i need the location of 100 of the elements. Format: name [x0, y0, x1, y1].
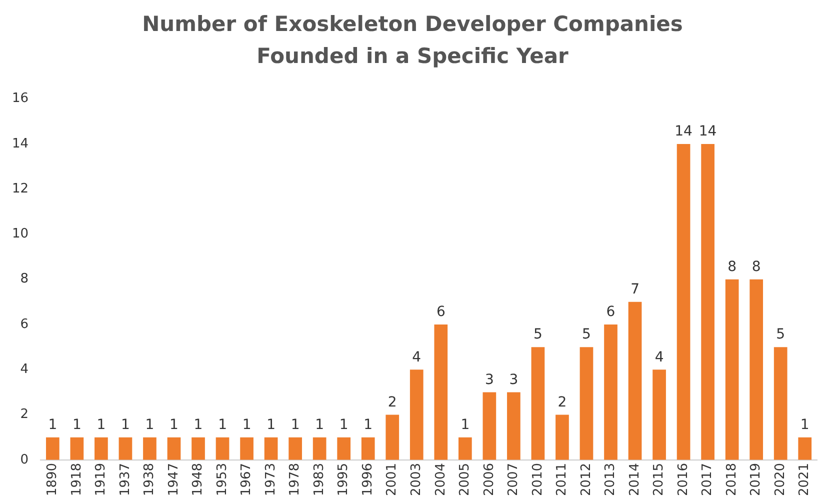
- x-tick-label: 2013: [603, 462, 618, 496]
- bar: [337, 437, 351, 460]
- data-label: 1: [218, 416, 227, 433]
- bar: [386, 414, 400, 460]
- x-tick-label: 2004: [433, 462, 448, 496]
- x-tick-label: 2014: [627, 462, 642, 496]
- x-tick-label: 1947: [166, 462, 182, 496]
- x-tick-label: 2016: [676, 462, 691, 496]
- bar: [556, 414, 569, 460]
- bar: [798, 437, 812, 460]
- x-tick-label: 2015: [652, 462, 667, 496]
- data-label: 5: [776, 326, 786, 343]
- data-label: 4: [412, 349, 422, 366]
- x-tick-label: 2010: [530, 462, 546, 496]
- bar: [725, 279, 739, 460]
- data-label: 1: [72, 416, 82, 433]
- y-tick-label: 16: [12, 91, 29, 106]
- y-tick-label: 8: [20, 272, 29, 287]
- data-label: 1: [315, 416, 324, 433]
- bar: [482, 392, 496, 460]
- x-tick-label: 2005: [458, 462, 473, 496]
- bar: [410, 370, 424, 460]
- x-tick-label: 2018: [724, 462, 740, 496]
- bar: [118, 437, 132, 460]
- data-label: 5: [534, 326, 542, 343]
- data-label: 1: [290, 416, 300, 433]
- x-tick-label: 2011: [554, 462, 570, 496]
- bar: [312, 437, 326, 460]
- x-tick-label: 1983: [312, 462, 327, 496]
- bar: [434, 324, 448, 460]
- bar: [652, 370, 666, 460]
- y-tick-label: 2: [20, 407, 29, 422]
- data-label: 6: [436, 304, 446, 320]
- x-tick-label: 2003: [409, 462, 424, 496]
- x-tick-label: 1937: [118, 462, 133, 496]
- bar: [531, 347, 545, 460]
- bar: [70, 437, 84, 460]
- bar: [288, 437, 302, 460]
- bar: [604, 324, 618, 460]
- y-tick-label: 6: [20, 316, 29, 332]
- x-tick-label: 1938: [142, 462, 158, 496]
- data-label: 1: [48, 416, 58, 433]
- data-label: 2: [388, 394, 397, 410]
- data-label: 3: [509, 372, 518, 388]
- data-label: 5: [582, 326, 591, 343]
- x-tick-label: 1890: [45, 462, 60, 496]
- bar: [458, 437, 472, 460]
- x-tick-label: 2017: [700, 462, 716, 496]
- x-tick-label: 1973: [263, 462, 278, 496]
- y-tick-label: 0: [20, 452, 29, 468]
- data-label: 7: [630, 282, 640, 298]
- data-label: 2: [558, 394, 567, 410]
- x-tick-label: 1919: [94, 462, 109, 496]
- x-tick-label: 1953: [214, 462, 230, 496]
- bar: [46, 437, 60, 460]
- x-tick-label: 1948: [190, 462, 206, 496]
- x-tick-label: 2012: [578, 462, 594, 496]
- y-tick-label: 14: [12, 136, 29, 152]
- bar: [580, 347, 594, 460]
- data-label: 14: [674, 124, 693, 140]
- x-tick-label: 2019: [748, 462, 764, 496]
- x-tick-label: 2001: [384, 462, 400, 496]
- chart-title: Number of Exoskeleton Developer Companies Founded in a Specific Year: [141, 11, 684, 70]
- x-tick-label: 1995: [336, 462, 352, 496]
- data-label: 1: [800, 416, 810, 433]
- bar: [143, 437, 156, 460]
- bar: [676, 144, 690, 460]
- bar: [192, 437, 205, 460]
- data-label: 1: [266, 416, 276, 433]
- data-label: 6: [606, 304, 616, 320]
- data-label: 3: [484, 372, 494, 388]
- y-tick-label: 10: [12, 226, 29, 242]
- data-label: 14: [698, 124, 717, 140]
- bar: [216, 437, 230, 460]
- bar: [507, 392, 520, 460]
- data-label: 8: [728, 259, 737, 275]
- data-label: 1: [194, 416, 203, 433]
- x-tick-label: 1918: [69, 462, 84, 496]
- data-label: 1: [339, 416, 348, 433]
- data-label: 1: [121, 416, 130, 433]
- bar: [628, 302, 642, 460]
- x-tick-label: 1967: [239, 462, 254, 496]
- data-label: 4: [654, 349, 664, 366]
- data-label: 1: [145, 416, 154, 433]
- bar: [701, 144, 714, 460]
- x-tick-label: 1996: [360, 462, 376, 496]
- bar: [264, 437, 278, 460]
- data-label: 1: [460, 416, 470, 433]
- bar: [240, 437, 254, 460]
- y-tick-label: 4: [20, 362, 29, 378]
- x-tick-label: 2020: [772, 462, 788, 496]
- bar: [94, 437, 108, 460]
- data-label: 1: [242, 416, 252, 433]
- data-label: 8: [752, 259, 761, 275]
- data-label: 1: [364, 416, 373, 433]
- bar: [167, 437, 181, 460]
- x-tick-label: 2021: [797, 462, 812, 496]
- x-tick-label: 2007: [506, 462, 522, 496]
- y-tick-label: 12: [12, 181, 29, 196]
- bar: [361, 437, 375, 460]
